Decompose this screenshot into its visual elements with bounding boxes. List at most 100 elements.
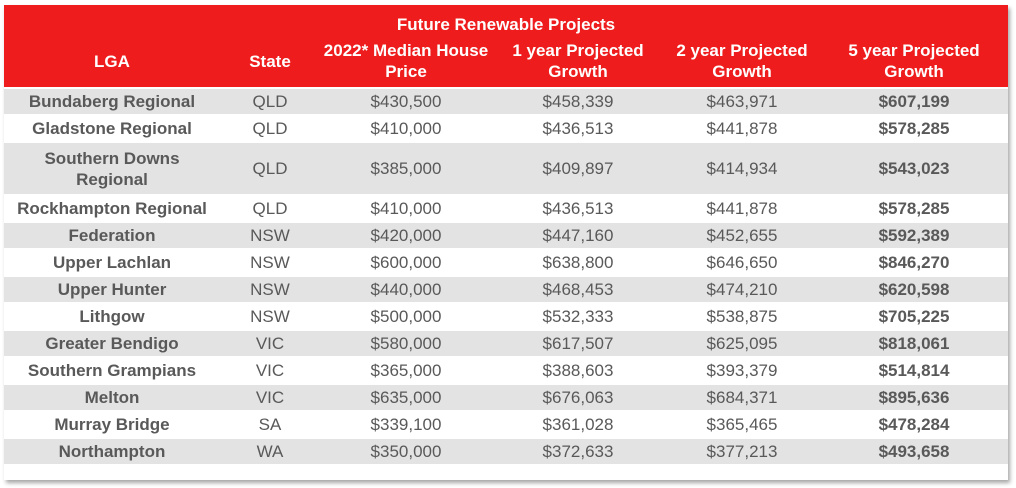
median-price-cell: $410,000 <box>320 114 492 142</box>
growth-2yr-cell: $441,878 <box>664 194 820 222</box>
growth-2yr-cell: $365,465 <box>664 410 820 438</box>
table-row: Melton VIC $635,000 $676,063 $684,371 $895,63… <box>4 383 1009 411</box>
table-row: Bundaberg Regional QLD $430,500 $458,339 $46… <box>4 87 1009 115</box>
lga-cell: Greater Bendigo <box>4 329 220 357</box>
growth-1yr-cell: $532,333 <box>492 302 664 330</box>
table-row: Rockhampton Regional QLD $410,000 $436,513 $… <box>4 194 1009 222</box>
column-header-row: LGA State 2022* Median House Price 1 yea… <box>4 35 1009 88</box>
renewable-projects-table: Future Renewable Projects LGA State 2022… <box>4 5 1009 464</box>
growth-5yr-cell: $705,225 <box>820 302 1009 330</box>
growth-2yr-cell: $452,655 <box>664 221 820 249</box>
lga-cell: Upper Hunter <box>4 275 220 303</box>
state-cell: NSW <box>220 221 320 249</box>
median-price-cell: $339,100 <box>320 410 492 438</box>
state-cell: VIC <box>220 383 320 411</box>
column-header-median-price: 2022* Median House Price <box>320 35 492 88</box>
lga-cell: Rockhampton Regional <box>4 194 220 222</box>
state-cell: NSW <box>220 302 320 330</box>
growth-2yr-cell: $684,371 <box>664 383 820 411</box>
table-row: Upper Hunter NSW $440,000 $468,453 $474,210 $… <box>4 275 1009 303</box>
median-price-cell: $635,000 <box>320 383 492 411</box>
state-cell: VIC <box>220 329 320 357</box>
lga-cell: Gladstone Regional <box>4 114 220 142</box>
median-price-cell: $365,000 <box>320 356 492 384</box>
growth-1yr-cell: $409,897 <box>492 141 664 195</box>
state-cell: SA <box>220 410 320 438</box>
growth-2yr-cell: $538,875 <box>664 302 820 330</box>
growth-5yr-cell: $895,636 <box>820 383 1009 411</box>
column-header-state: State <box>220 35 320 88</box>
growth-5yr-cell: $478,284 <box>820 410 1009 438</box>
growth-1yr-cell: $372,633 <box>492 437 664 464</box>
median-price-cell: $500,000 <box>320 302 492 330</box>
growth-1yr-cell: $617,507 <box>492 329 664 357</box>
lga-cell: Northampton <box>4 437 220 464</box>
median-price-cell: $580,000 <box>320 329 492 357</box>
growth-2yr-cell: $474,210 <box>664 275 820 303</box>
state-cell: NSW <box>220 275 320 303</box>
growth-5yr-cell: $578,285 <box>820 114 1009 142</box>
table-row: Southern Grampians VIC $365,000 $388,603 $39… <box>4 356 1009 384</box>
lga-cell: Federation <box>4 221 220 249</box>
table-row: Northampton WA $350,000 $372,633 $377,213 $49… <box>4 437 1009 464</box>
table-row: Greater Bendigo VIC $580,000 $617,507 $625,0… <box>4 329 1009 357</box>
median-price-cell: $385,000 <box>320 141 492 195</box>
median-price-cell: $350,000 <box>320 437 492 464</box>
lga-cell: Murray Bridge <box>4 410 220 438</box>
median-price-cell: $420,000 <box>320 221 492 249</box>
median-price-cell: $440,000 <box>320 275 492 303</box>
growth-1yr-cell: $388,603 <box>492 356 664 384</box>
growth-1yr-cell: $458,339 <box>492 87 664 115</box>
column-header-lga: LGA <box>4 35 220 88</box>
growth-1yr-cell: $676,063 <box>492 383 664 411</box>
state-cell: QLD <box>220 141 320 195</box>
growth-1yr-cell: $436,513 <box>492 194 664 222</box>
renewable-projects-table-frame: Future Renewable Projects LGA State 2022… <box>4 5 1009 480</box>
growth-2yr-cell: $646,650 <box>664 248 820 276</box>
median-price-cell: $430,500 <box>320 87 492 115</box>
table-header: Future Renewable Projects LGA State 2022… <box>4 5 1009 88</box>
growth-2yr-cell: $377,213 <box>664 437 820 464</box>
growth-2yr-cell: $414,934 <box>664 141 820 195</box>
growth-1yr-cell: $638,800 <box>492 248 664 276</box>
state-cell: QLD <box>220 194 320 222</box>
growth-5yr-cell: $620,598 <box>820 275 1009 303</box>
growth-5yr-cell: $846,270 <box>820 248 1009 276</box>
growth-5yr-cell: $543,023 <box>820 141 1009 195</box>
state-cell: NSW <box>220 248 320 276</box>
table-row: Federation NSW $420,000 $447,160 $452,655 $59… <box>4 221 1009 249</box>
median-price-cell: $600,000 <box>320 248 492 276</box>
table-row: Murray Bridge SA $339,100 $361,028 $365,465 $… <box>4 410 1009 438</box>
growth-5yr-cell: $578,285 <box>820 194 1009 222</box>
median-price-cell: $410,000 <box>320 194 492 222</box>
table-row: Gladstone Regional QLD $410,000 $436,513 $44… <box>4 114 1009 142</box>
state-cell: QLD <box>220 114 320 142</box>
table-row: Southern Downs Regional QLD $385,000 $409,8… <box>4 141 1009 195</box>
lga-cell: Melton <box>4 383 220 411</box>
lga-cell: Upper Lachlan <box>4 248 220 276</box>
growth-5yr-cell: $592,389 <box>820 221 1009 249</box>
column-header-1yr-growth: 1 year Projected Growth <box>492 35 664 88</box>
growth-1yr-cell: $447,160 <box>492 221 664 249</box>
table-title: Future Renewable Projects <box>4 5 1009 35</box>
growth-2yr-cell: $625,095 <box>664 329 820 357</box>
lga-cell: Southern Grampians <box>4 356 220 384</box>
lga-cell: Bundaberg Regional <box>4 87 220 115</box>
growth-1yr-cell: $468,453 <box>492 275 664 303</box>
growth-5yr-cell: $818,061 <box>820 329 1009 357</box>
state-cell: WA <box>220 437 320 464</box>
growth-5yr-cell: $607,199 <box>820 87 1009 115</box>
growth-2yr-cell: $463,971 <box>664 87 820 115</box>
table-body: Bundaberg Regional QLD $430,500 $458,339 $46… <box>4 87 1009 464</box>
growth-2yr-cell: $393,379 <box>664 356 820 384</box>
lga-cell: Southern Downs Regional <box>4 141 220 195</box>
column-header-5yr-growth: 5 year Projected Growth <box>820 35 1009 88</box>
table-row: Lithgow NSW $500,000 $532,333 $538,875 $705,2… <box>4 302 1009 330</box>
growth-1yr-cell: $436,513 <box>492 114 664 142</box>
lga-cell: Lithgow <box>4 302 220 330</box>
state-cell: QLD <box>220 87 320 115</box>
growth-5yr-cell: $493,658 <box>820 437 1009 464</box>
column-header-2yr-growth: 2 year Projected Growth <box>664 35 820 88</box>
growth-5yr-cell: $514,814 <box>820 356 1009 384</box>
growth-2yr-cell: $441,878 <box>664 114 820 142</box>
